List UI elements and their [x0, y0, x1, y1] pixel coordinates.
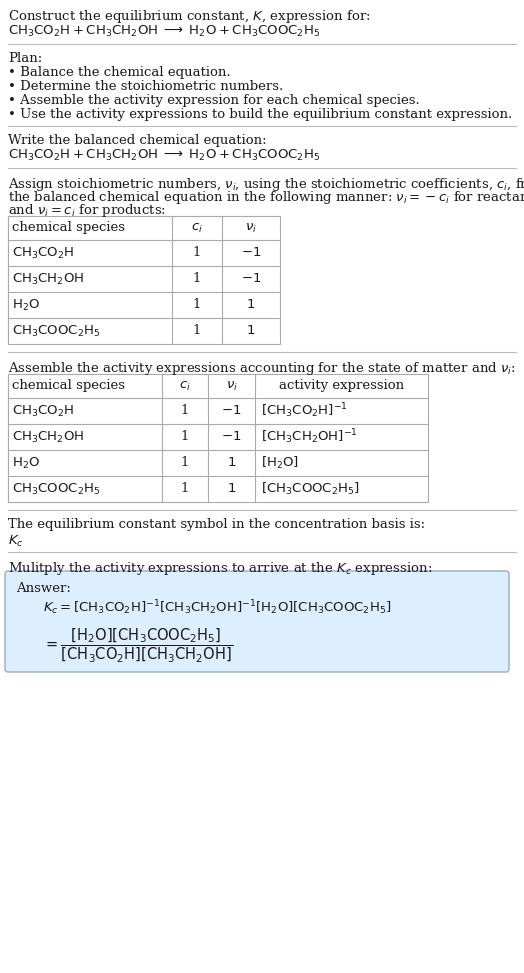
- Text: chemical species: chemical species: [12, 222, 125, 234]
- Text: 1: 1: [193, 246, 201, 260]
- Text: $\mathrm{H_2O}$: $\mathrm{H_2O}$: [12, 455, 40, 471]
- Text: $\mathrm{CH_3CH_2OH}$: $\mathrm{CH_3CH_2OH}$: [12, 429, 84, 445]
- Bar: [8, 374, 428, 502]
- Text: • Determine the stoichiometric numbers.: • Determine the stoichiometric numbers.: [8, 80, 283, 93]
- Text: • Balance the chemical equation.: • Balance the chemical equation.: [8, 66, 231, 79]
- Text: $1$: $1$: [227, 456, 236, 470]
- Text: The equilibrium constant symbol in the concentration basis is:: The equilibrium constant symbol in the c…: [8, 518, 425, 531]
- Text: $\mathrm{CH_3COOC_2H_5}$: $\mathrm{CH_3COOC_2H_5}$: [12, 323, 101, 339]
- Text: Plan:: Plan:: [8, 52, 42, 65]
- Text: Mulitply the activity expressions to arrive at the $K_c$ expression:: Mulitply the activity expressions to arr…: [8, 560, 432, 577]
- Text: $-1$: $-1$: [241, 272, 261, 285]
- Text: $\mathrm{CH_3CO_2H}$: $\mathrm{CH_3CO_2H}$: [12, 245, 74, 261]
- Text: 1: 1: [181, 456, 189, 470]
- Text: $-1$: $-1$: [221, 405, 242, 417]
- Text: Answer:: Answer:: [16, 582, 71, 595]
- Text: $1$: $1$: [227, 483, 236, 495]
- Text: $c_i$: $c_i$: [191, 222, 203, 234]
- Text: Assign stoichiometric numbers, $\nu_i$, using the stoichiometric coefficients, $: Assign stoichiometric numbers, $\nu_i$, …: [8, 176, 524, 193]
- Text: $[\mathrm{H_2O}]$: $[\mathrm{H_2O}]$: [261, 455, 299, 471]
- Text: 1: 1: [181, 483, 189, 495]
- Text: $1$: $1$: [246, 299, 256, 311]
- Text: chemical species: chemical species: [12, 379, 125, 392]
- Text: 1: 1: [193, 325, 201, 338]
- Text: $c_i$: $c_i$: [179, 379, 191, 392]
- FancyBboxPatch shape: [5, 571, 509, 672]
- Bar: [8, 216, 280, 344]
- Text: $[\mathrm{CH_3COOC_2H_5}]$: $[\mathrm{CH_3COOC_2H_5}]$: [261, 481, 360, 497]
- Text: 1: 1: [193, 299, 201, 311]
- Text: Assemble the activity expressions accounting for the state of matter and $\nu_i$: Assemble the activity expressions accoun…: [8, 360, 516, 377]
- Text: 1: 1: [181, 430, 189, 444]
- Text: $= \dfrac{[\mathrm{H_2O}][\mathrm{CH_3COOC_2H_5}]}{[\mathrm{CH_3CO_2H}][\mathrm{: $= \dfrac{[\mathrm{H_2O}][\mathrm{CH_3CO…: [43, 626, 233, 664]
- Text: $\mathrm{CH_3CO_2H + CH_3CH_2OH \;\longrightarrow\; H_2O + CH_3COOC_2H_5}$: $\mathrm{CH_3CO_2H + CH_3CH_2OH \;\longr…: [8, 24, 320, 39]
- Text: • Assemble the activity expression for each chemical species.: • Assemble the activity expression for e…: [8, 94, 420, 107]
- Text: $[\mathrm{CH_3CO_2H}]^{-1}$: $[\mathrm{CH_3CO_2H}]^{-1}$: [261, 402, 348, 420]
- Text: 1: 1: [181, 405, 189, 417]
- Text: • Use the activity expressions to build the equilibrium constant expression.: • Use the activity expressions to build …: [8, 108, 512, 121]
- Text: $\nu_i$: $\nu_i$: [225, 379, 237, 392]
- Text: $[\mathrm{CH_3CH_2OH}]^{-1}$: $[\mathrm{CH_3CH_2OH}]^{-1}$: [261, 428, 358, 447]
- Text: and $\nu_i = c_i$ for products:: and $\nu_i = c_i$ for products:: [8, 202, 166, 219]
- Text: $\nu_i$: $\nu_i$: [245, 222, 257, 234]
- Text: Construct the equilibrium constant, $K$, expression for:: Construct the equilibrium constant, $K$,…: [8, 8, 370, 25]
- Text: $K_c = [\mathrm{CH_3CO_2H}]^{-1}[\mathrm{CH_3CH_2OH}]^{-1}[\mathrm{H_2O}][\mathr: $K_c = [\mathrm{CH_3CO_2H}]^{-1}[\mathrm…: [43, 598, 391, 617]
- Text: $\mathrm{CH_3CO_2H + CH_3CH_2OH \;\longrightarrow\; H_2O + CH_3COOC_2H_5}$: $\mathrm{CH_3CO_2H + CH_3CH_2OH \;\longr…: [8, 148, 320, 163]
- Text: $-1$: $-1$: [221, 430, 242, 444]
- Text: $\mathrm{CH_3CH_2OH}$: $\mathrm{CH_3CH_2OH}$: [12, 271, 84, 287]
- Text: the balanced chemical equation in the following manner: $\nu_i = -c_i$ for react: the balanced chemical equation in the fo…: [8, 189, 524, 206]
- Text: $1$: $1$: [246, 325, 256, 338]
- Text: Write the balanced chemical equation:: Write the balanced chemical equation:: [8, 134, 267, 147]
- Text: 1: 1: [193, 272, 201, 285]
- Text: $\mathrm{H_2O}$: $\mathrm{H_2O}$: [12, 298, 40, 312]
- Text: $-1$: $-1$: [241, 246, 261, 260]
- Text: $K_c$: $K_c$: [8, 534, 24, 549]
- Text: activity expression: activity expression: [279, 379, 404, 392]
- Text: $\mathrm{CH_3CO_2H}$: $\mathrm{CH_3CO_2H}$: [12, 404, 74, 418]
- Text: $\mathrm{CH_3COOC_2H_5}$: $\mathrm{CH_3COOC_2H_5}$: [12, 482, 101, 496]
